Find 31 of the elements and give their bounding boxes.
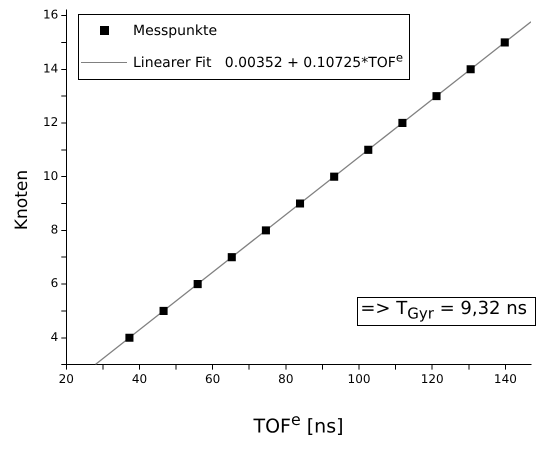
y-tick-label: 14 bbox=[42, 61, 58, 76]
point bbox=[330, 172, 338, 181]
point bbox=[466, 65, 475, 74]
point bbox=[296, 199, 304, 208]
point bbox=[364, 146, 372, 154]
y-tick-label: 4 bbox=[50, 330, 58, 344]
x-tick-label: 140 bbox=[494, 372, 517, 386]
x-tick-label: 100 bbox=[348, 372, 370, 386]
y-tick-label: 10 bbox=[42, 168, 58, 183]
y-tick-label: 16 bbox=[42, 8, 58, 22]
y-axis-title: Knoten bbox=[12, 170, 32, 230]
x-axis-title: TOF$^{e}$ [ns] bbox=[252, 410, 345, 438]
point bbox=[125, 334, 134, 342]
y-tick-label: 8 bbox=[50, 222, 58, 236]
y-tick-label: 12 bbox=[42, 115, 58, 130]
point bbox=[500, 38, 509, 46]
legend-label: Linearer Fit 0.00352 + 0.10725*TOF$^{e}$ bbox=[133, 50, 403, 71]
x-tick-label: 20 bbox=[58, 372, 74, 386]
point bbox=[398, 118, 406, 127]
legend-label: Messpunkte bbox=[133, 23, 218, 39]
annotation: => T$_{Gyr}$ = 9,32 ns bbox=[357, 297, 536, 326]
x-tick-label: 80 bbox=[278, 372, 294, 386]
x-tick-label: 120 bbox=[420, 372, 444, 386]
point bbox=[432, 92, 441, 100]
x-tick-label: 40 bbox=[132, 372, 148, 386]
y-tick-label: 6 bbox=[50, 276, 58, 290]
point bbox=[160, 306, 168, 315]
x-tick-label: 60 bbox=[205, 372, 220, 386]
point bbox=[262, 226, 270, 234]
point bbox=[194, 280, 202, 288]
point bbox=[228, 253, 236, 262]
